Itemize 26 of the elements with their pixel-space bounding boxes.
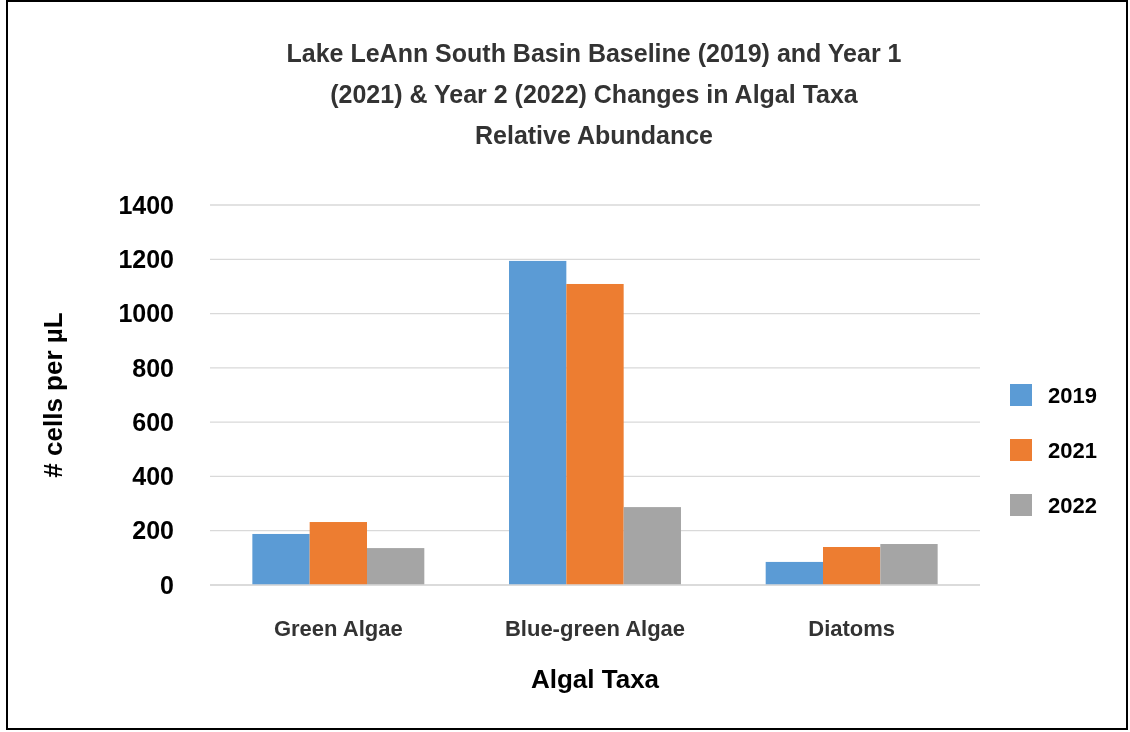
bar bbox=[880, 544, 938, 585]
x-tick-label: Diatoms bbox=[808, 616, 896, 641]
bar bbox=[309, 522, 367, 585]
y-tick-label: 400 bbox=[132, 462, 174, 491]
legend-label: 2019 bbox=[1048, 382, 1097, 408]
y-tick-label: 200 bbox=[132, 516, 174, 545]
x-tick-label: Blue-green Algae bbox=[504, 616, 686, 641]
y-axis-title: # cells per µL bbox=[38, 312, 68, 478]
x-axis-title: Algal Taxa bbox=[530, 664, 660, 694]
y-tick-label: 1200 bbox=[118, 245, 174, 274]
bar bbox=[566, 283, 624, 585]
legend-label: 2021 bbox=[1048, 437, 1097, 463]
bar bbox=[623, 507, 681, 585]
bar bbox=[823, 547, 881, 585]
bar bbox=[765, 561, 824, 585]
y-tick-label: 600 bbox=[132, 407, 174, 436]
y-tick-label: 1000 bbox=[118, 299, 174, 328]
chart-title: Lake LeAnn South Basin Baseline (2019) and Year 1 (2021) & Year 2 (2022) Changes in Algal Taxa Relative Abundance bbox=[286, 39, 902, 149]
y-tick-label: 0 bbox=[160, 570, 174, 599]
bar bbox=[509, 260, 567, 585]
y-tick-label: 1400 bbox=[118, 190, 174, 219]
x-tick-label: Green Algae bbox=[273, 616, 403, 641]
bar bbox=[252, 533, 310, 585]
legend-label: 2022 bbox=[1048, 492, 1097, 518]
bar bbox=[366, 548, 425, 585]
y-tick-label: 800 bbox=[132, 353, 174, 382]
